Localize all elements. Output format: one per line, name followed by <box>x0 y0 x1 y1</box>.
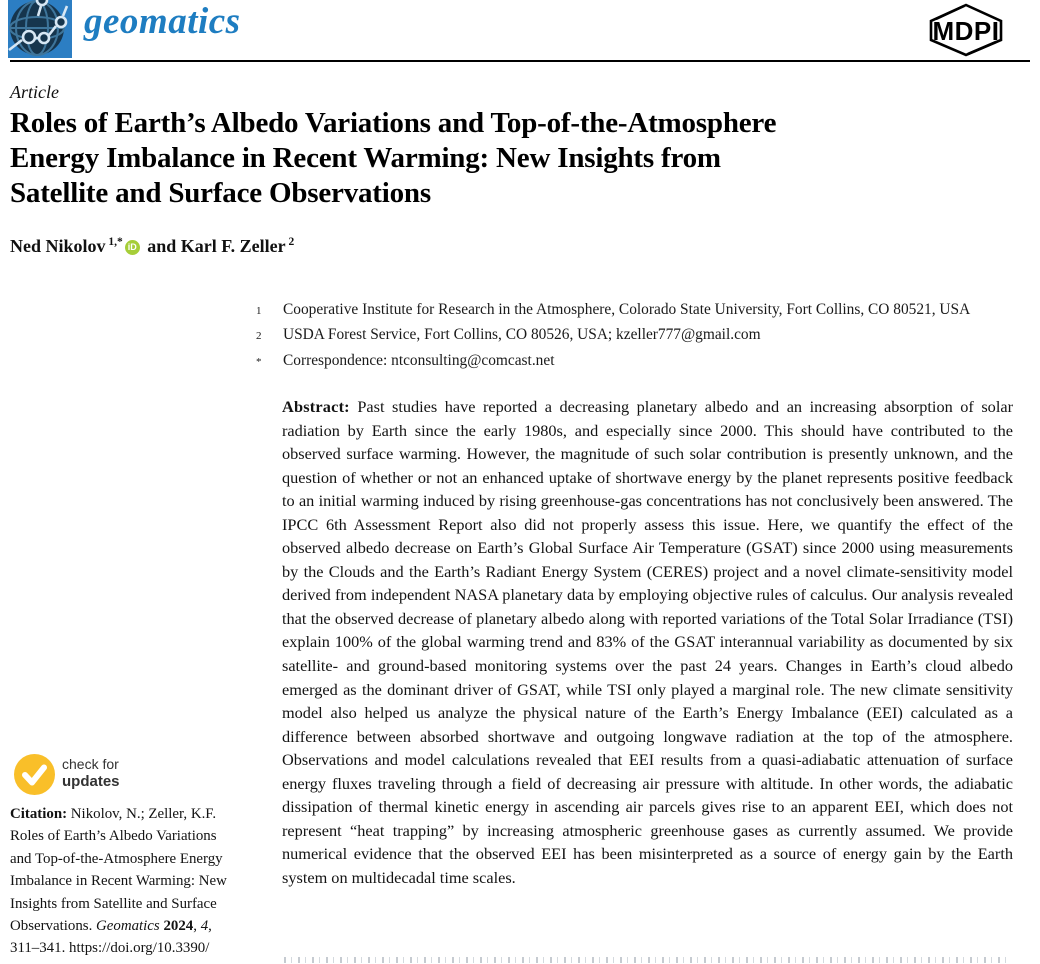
affiliation-row: * Correspondence: ntconsulting@comcast.n… <box>256 349 1036 374</box>
header-divider <box>10 60 1030 62</box>
citation-block: Citation: Nikolov, N.; Zeller, K.F. Role… <box>10 803 260 960</box>
citation-journal-italic: Geomatics <box>96 918 160 935</box>
author-1-affil-sup: 1, <box>108 236 118 248</box>
abstract-paragraph: Abstract: Past studies have reported a d… <box>282 395 1013 889</box>
affiliation-text[interactable]: Correspondence: ntconsulting@comcast.net <box>283 351 555 369</box>
abstract-label: Abstract: <box>282 397 350 416</box>
author-line: Ned Nikolov 1,* iD and Karl F. Zeller 2 <box>10 236 294 257</box>
check-for-updates-badge[interactable]: check for updates <box>14 753 164 799</box>
citation-line: Imbalance in Recent Warming: New <box>10 873 227 890</box>
citation-line: and Top-of-the-Atmosphere Energy <box>10 850 223 867</box>
article-title: Roles of Earth’s Albedo Variations and T… <box>10 106 950 211</box>
citation-line: Citation: Nikolov, N.; Zeller, K.F. <box>10 806 217 822</box>
checkmark-icon <box>14 754 55 795</box>
check-for-updates-label: check for updates <box>62 756 120 790</box>
author-name-2: and Karl F. Zeller <box>142 236 286 256</box>
citation-line: Observations. Geomatics 2024, 4, <box>10 918 212 935</box>
affiliation-row: 1 Cooperative Institute for Research in … <box>256 298 1036 323</box>
globe-network-icon <box>8 0 72 58</box>
citation-line: Roles of Earth’s Albedo Variations <box>10 828 217 845</box>
citation-label: Citation: <box>10 806 68 822</box>
mdpi-logo: MDPI <box>918 2 1014 58</box>
badge-line-1: check for <box>62 756 119 772</box>
abstract-body: Past studies have reported a decreasing … <box>282 397 1013 887</box>
title-line-1: Roles of Earth’s Albedo Variations and T… <box>10 107 777 139</box>
journal-name: geomatics <box>84 1 241 42</box>
clipped-text-line <box>284 957 1010 963</box>
citation-year-bold: 2024 <box>163 918 194 935</box>
svg-text:MDPI: MDPI <box>933 16 1000 46</box>
journal-logo-icon <box>8 0 72 59</box>
title-line-2: Energy Imbalance in Recent Warming: New … <box>10 142 721 174</box>
affiliation-row: 2 USDA Forest Service, Fort Collins, CO … <box>256 323 1036 348</box>
affiliation-marker: 2 <box>256 330 262 343</box>
author-2-affil-sup: 2 <box>288 236 295 248</box>
citation-line: Insights from Satellite and Surface <box>10 895 217 912</box>
affiliation-text[interactable]: USDA Forest Service, Fort Collins, CO 80… <box>283 326 761 344</box>
orcid-icon[interactable]: iD <box>124 240 140 255</box>
affiliation-marker: * <box>256 355 262 368</box>
affiliation-text: Cooperative Institute for Research in th… <box>283 301 971 318</box>
author-1-corresponding-sup: * <box>117 236 123 248</box>
badge-line-2: updates <box>62 773 120 790</box>
article-type-label: Article <box>10 82 59 102</box>
affiliations-block: 1 Cooperative Institute for Research in … <box>256 298 1036 374</box>
citation-doi-line[interactable]: 311–341. https://doi.org/10.3390/ <box>10 940 210 957</box>
author-name-1: Ned Nikolov <box>10 236 106 256</box>
citation-volume-italic: 4 <box>200 918 209 935</box>
title-line-3: Satellite and Surface Observations <box>10 177 431 209</box>
affiliation-marker: 1 <box>256 305 262 317</box>
